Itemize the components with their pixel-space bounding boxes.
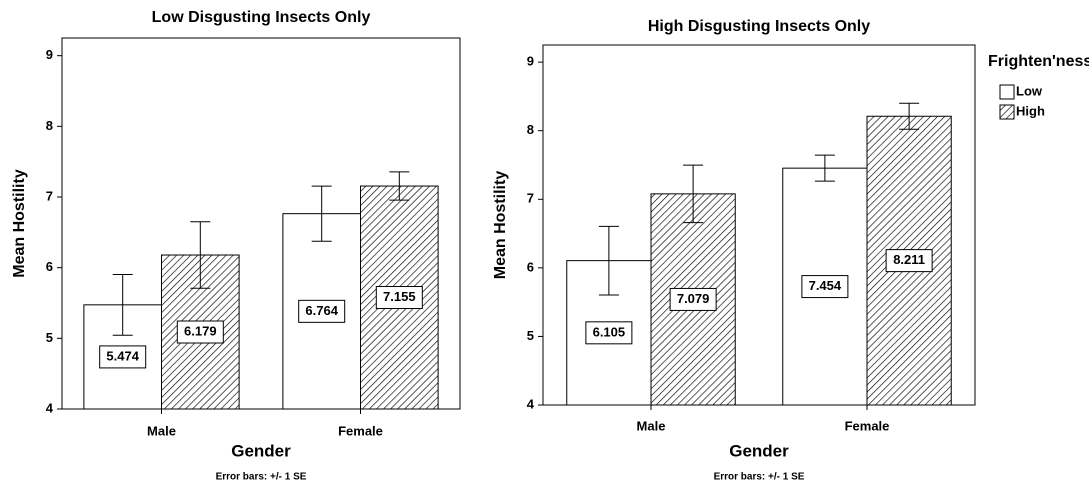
value-label: 7.079 — [677, 291, 710, 306]
value-label: 6.105 — [593, 324, 626, 339]
value-label-box — [298, 299, 346, 323]
legend-swatch — [999, 84, 1015, 100]
value-label-box — [585, 321, 633, 345]
value-label: 6.764 — [305, 303, 338, 318]
x-tick-label: Male — [637, 418, 666, 433]
y-axis-label: Mean Hostility — [492, 171, 509, 280]
legend-swatch — [999, 104, 1015, 120]
y-tick-label: 7 — [527, 191, 534, 206]
y-tick-label: 4 — [527, 396, 535, 411]
y-tick-label: 5 — [46, 330, 53, 345]
value-label-box — [176, 320, 224, 344]
value-label-box — [801, 275, 849, 299]
plot-frame — [61, 37, 461, 410]
y-tick-label: 5 — [527, 328, 534, 343]
y-axis-label: Mean Hostility — [11, 169, 28, 278]
chart-title: Low Disgusting Insects Only — [152, 9, 371, 26]
y-tick-label: 8 — [527, 122, 534, 137]
legend-title: Frighten'ness — [988, 53, 1089, 70]
value-label-box — [669, 287, 717, 311]
y-tick-label: 6 — [527, 259, 534, 274]
value-label: 8.211 — [893, 252, 925, 267]
value-label: 7.454 — [809, 278, 842, 293]
y-tick-label: 4 — [46, 400, 54, 415]
value-label: 5.474 — [106, 348, 139, 363]
x-axis-label: Gender — [729, 441, 789, 460]
value-label-box — [885, 249, 933, 273]
legend-label: High — [1016, 103, 1045, 118]
x-tick-label: Female — [845, 418, 890, 433]
x-tick-label: Female — [338, 423, 383, 438]
footnote: Error bars: +/- 1 SE — [216, 472, 307, 483]
value-label: 7.155 — [383, 289, 416, 304]
chart-title: High Disgusting Insects Only — [648, 18, 870, 35]
x-tick-label: Male — [147, 423, 176, 438]
value-label: 6.179 — [184, 323, 217, 338]
y-tick-label: 8 — [46, 118, 53, 133]
y-tick-label: 7 — [46, 188, 53, 203]
value-label-box — [99, 345, 147, 369]
plot-frame — [542, 44, 976, 406]
x-axis-label: Gender — [231, 441, 291, 460]
y-tick-label: 9 — [527, 54, 534, 69]
y-tick-label: 6 — [46, 259, 53, 274]
footnote: Error bars: +/- 1 SE — [714, 472, 805, 483]
y-tick-label: 9 — [46, 47, 53, 62]
legend-label: Low — [1016, 83, 1043, 98]
value-label-box — [375, 286, 423, 310]
